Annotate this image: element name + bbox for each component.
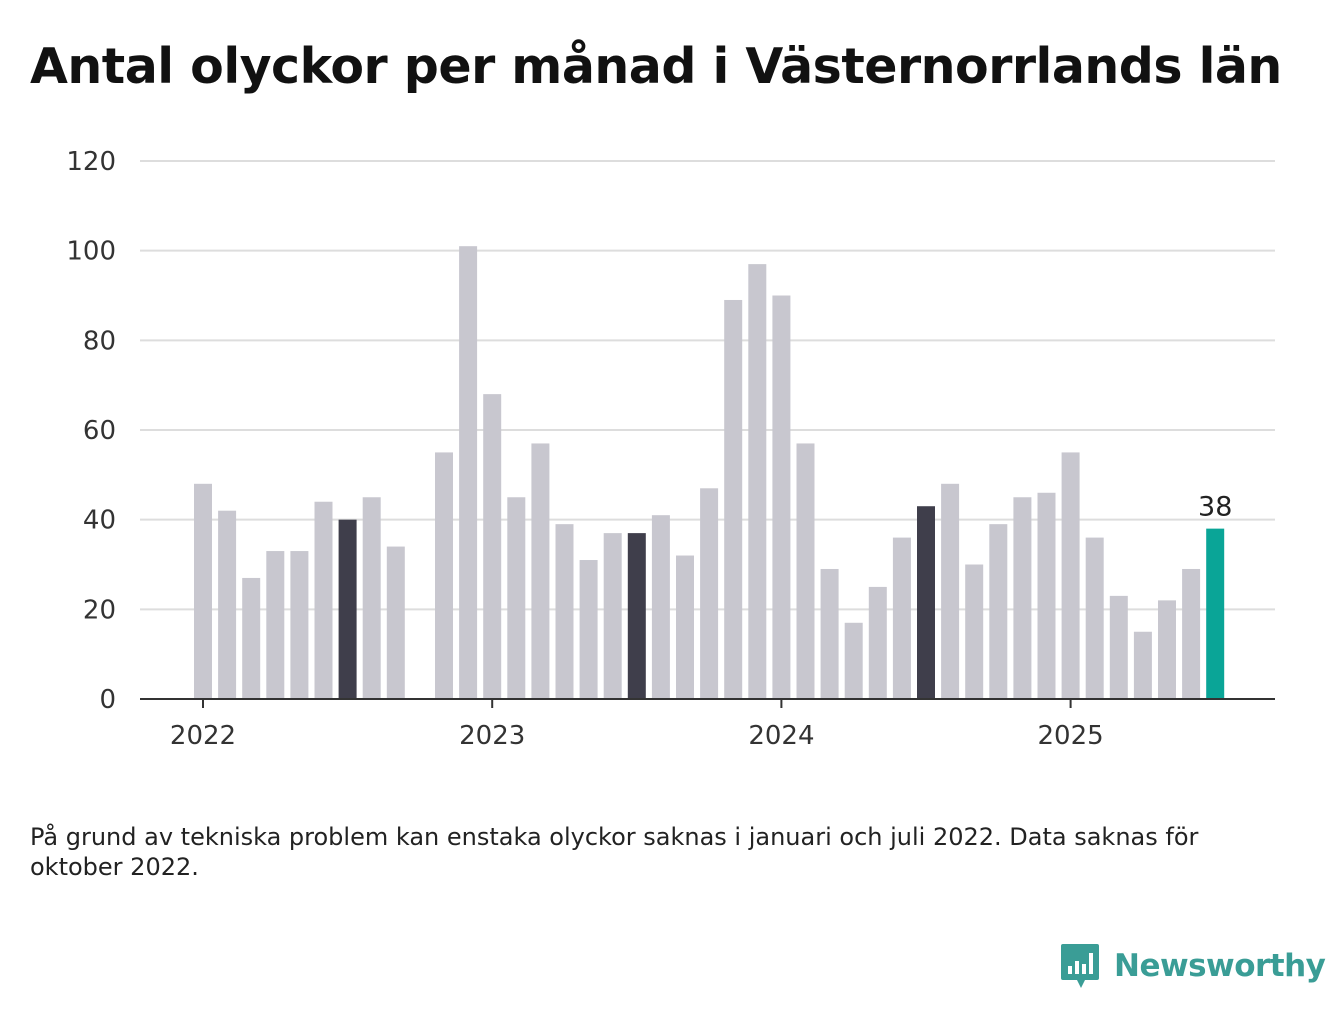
bar-2023-01 — [483, 394, 502, 699]
bar-2024-04 — [844, 622, 863, 699]
bar-2025-05 — [1158, 600, 1176, 699]
bar-2023-02 — [507, 497, 526, 699]
brand-logo[interactable]: Newsworthy — [1060, 940, 1326, 992]
bar-2024-12 — [1037, 492, 1056, 699]
bar-2024-03 — [820, 568, 839, 699]
chart-title: Antal olyckor per månad i Västernorrland… — [30, 38, 1282, 95]
labels: 0 20 40 60 80 100 120 2022 2023 2024 2025 38 — [66, 147, 1232, 751]
y-tick-label: 100 — [66, 237, 116, 267]
bar-2024-08 — [941, 483, 960, 699]
bar-2022-01 — [194, 483, 212, 699]
bar-2022-08 — [362, 497, 381, 699]
footnote: På grund av tekniska problem kan enstaka… — [30, 823, 1199, 881]
bar-2022-12 — [459, 246, 478, 699]
bar-2022-03 — [242, 577, 261, 699]
bar-2024-01 — [772, 295, 791, 699]
bar-2024-10 — [989, 524, 1008, 699]
axes — [140, 698, 1275, 708]
bar-2024-06 — [892, 537, 911, 699]
bar-2022-02 — [218, 510, 237, 699]
y-tick-label: 120 — [66, 147, 116, 177]
bar-2022-05 — [290, 551, 309, 699]
bar-chart: 0 20 40 60 80 100 120 2022 2023 2024 2025 38 — [66, 147, 1275, 751]
bar-2023-10 — [700, 488, 719, 699]
brand-name: Newsworthy — [1114, 948, 1326, 984]
bar-2024-09 — [965, 564, 984, 699]
x-tick-label: 2023 — [459, 721, 525, 751]
bar-2024-11 — [1013, 497, 1032, 699]
y-tick-label: 80 — [83, 326, 116, 356]
bar-2024-07 — [917, 506, 935, 699]
data-label: 38 — [1198, 492, 1232, 523]
newsworthy-logo-icon — [1061, 944, 1099, 988]
y-tick-label: 40 — [83, 506, 116, 536]
x-tick-label: 2024 — [748, 721, 814, 751]
bar-2025-03 — [1109, 595, 1128, 699]
y-tick-label: 20 — [83, 595, 116, 625]
x-tick-label: 2022 — [170, 721, 236, 751]
bar-2023-03 — [531, 443, 550, 699]
bar-2024-05 — [868, 586, 887, 699]
bar-2025-04 — [1133, 631, 1152, 699]
bar-2022-04 — [266, 551, 285, 699]
y-tick-label: 0 — [99, 685, 116, 715]
bar-2023-11 — [724, 299, 743, 699]
bar-2023-08 — [651, 515, 670, 699]
bar-2022-11 — [435, 452, 453, 699]
bar-2023-12 — [748, 264, 767, 699]
y-tick-label: 60 — [83, 416, 116, 446]
bar-2022-09 — [386, 546, 405, 699]
bar-2025-06 — [1182, 568, 1201, 699]
bar-2023-05 — [579, 560, 598, 699]
bar-2023-09 — [676, 555, 694, 699]
bars — [194, 246, 1225, 699]
bar-2024-02 — [796, 443, 815, 699]
bar-2022-06 — [314, 501, 333, 699]
bar-2023-06 — [603, 533, 622, 699]
bar-2022-07 — [338, 519, 357, 699]
bar-2023-07 — [627, 533, 646, 699]
bar-2025-01 — [1061, 452, 1080, 699]
bar-2025-07 — [1206, 528, 1225, 699]
bar-2025-02 — [1085, 537, 1104, 699]
x-tick-label: 2025 — [1038, 721, 1104, 751]
bar-2023-04 — [555, 524, 574, 699]
